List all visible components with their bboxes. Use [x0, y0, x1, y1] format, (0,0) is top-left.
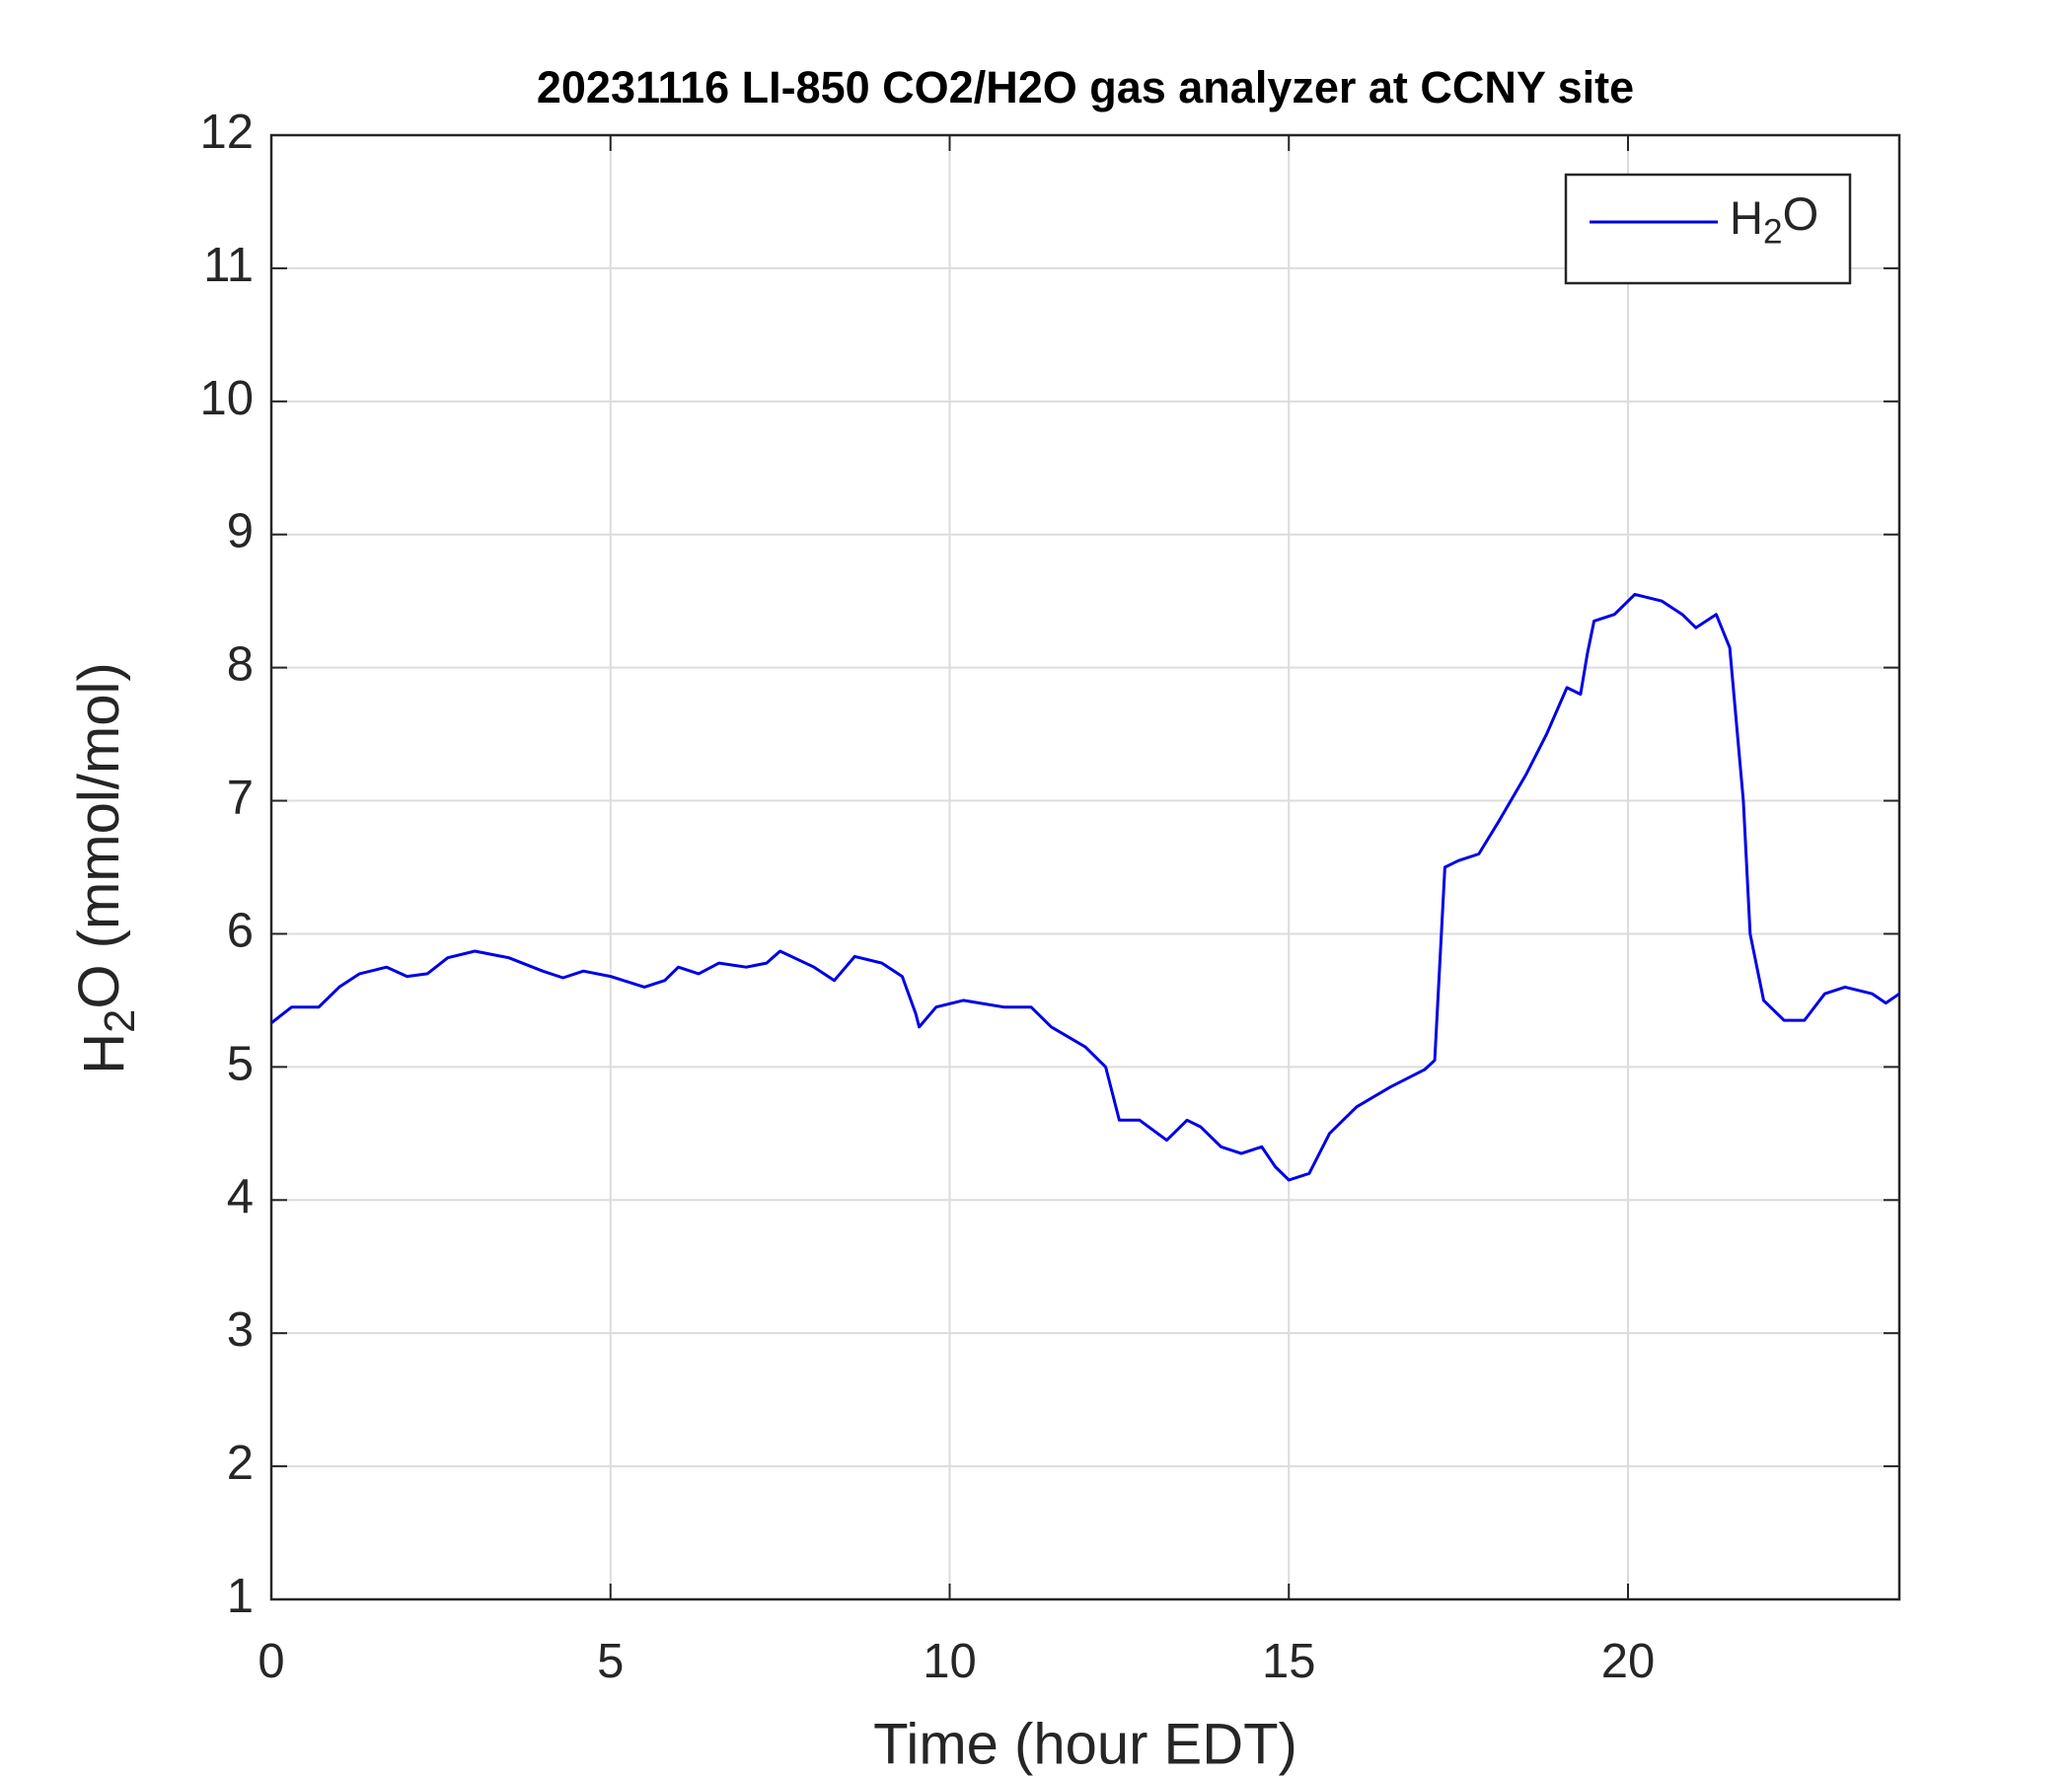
- legend-label: H2O: [1730, 187, 1818, 251]
- y-tick-label: 4: [227, 1170, 254, 1223]
- x-tick-label: 5: [597, 1635, 624, 1688]
- y-tick-label: 5: [227, 1037, 254, 1090]
- x-tick-label: 15: [1262, 1635, 1316, 1688]
- y-tick-label: 2: [227, 1437, 254, 1490]
- y-tick-label: 8: [227, 638, 254, 692]
- legend-box: [1564, 173, 1852, 285]
- y-tick-label: 6: [227, 904, 254, 957]
- x-tick-label: 20: [1601, 1635, 1656, 1688]
- y-tick-label: 1: [227, 1570, 254, 1623]
- y-tick-label: 9: [227, 505, 254, 558]
- x-axis-label: Time (hour EDT): [873, 1712, 1297, 1776]
- y-tick-label: 10: [199, 372, 254, 425]
- x-tick-label: 10: [923, 1635, 977, 1688]
- chart-title: 20231116 LI-850 CO2/H2O gas analyzer at …: [537, 62, 1634, 112]
- y-tick-label: 3: [227, 1303, 254, 1357]
- y-tick-label: 7: [227, 771, 254, 824]
- y-tick-label: 12: [199, 106, 254, 159]
- data-line: [270, 592, 1900, 1182]
- plot-frame: [269, 133, 1901, 1601]
- y-axis-label: H2O (mmol/mol): [67, 662, 144, 1073]
- x-tick-label: 0: [258, 1635, 284, 1688]
- y-tick-label: 11: [203, 239, 254, 292]
